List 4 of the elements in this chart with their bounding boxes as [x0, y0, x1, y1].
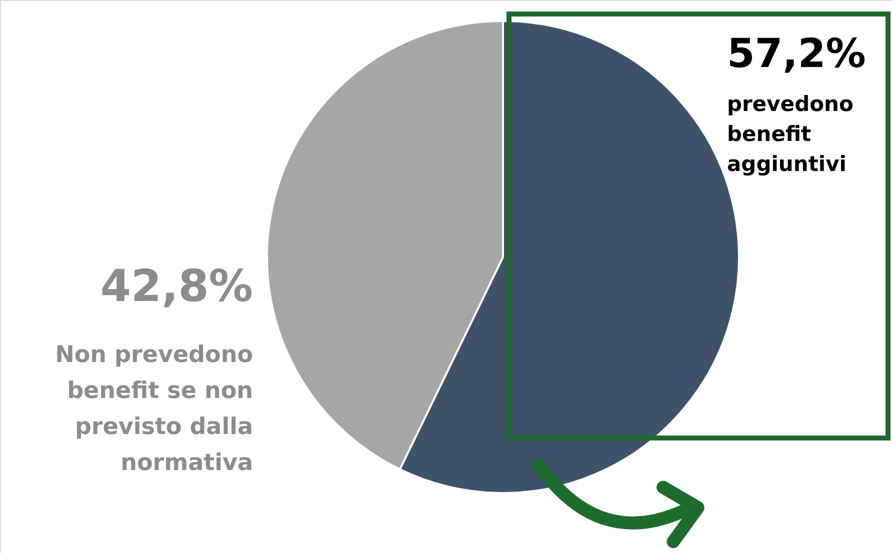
- data-label: 57,2%: [727, 31, 866, 77]
- data-label: 42,8%: [100, 261, 253, 312]
- slice-label: prevedono benefit aggiuntivi: [727, 92, 854, 176]
- slice-label: Non prevedono benefit se non previsto dalla normativa: [55, 342, 253, 476]
